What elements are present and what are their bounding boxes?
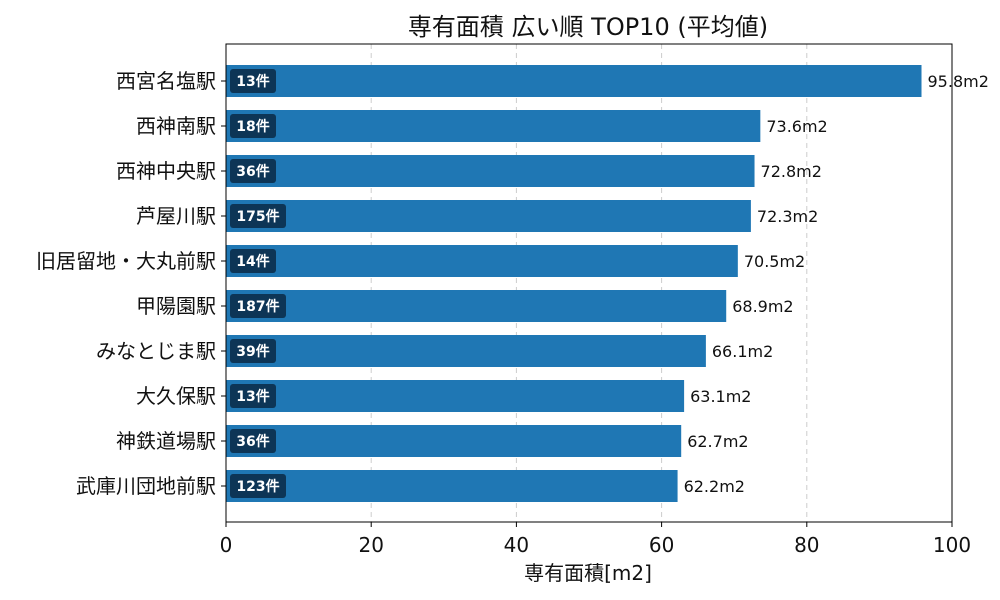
bar [226,200,751,232]
count-label: 14件 [236,253,269,270]
count-label: 36件 [236,163,269,180]
value-label: 66.1m2 [712,342,773,361]
count-badge [230,294,286,318]
count-label: 13件 [236,73,269,90]
chart-title: 専有面積 広い順 TOP10 (平均値) [408,13,768,41]
category-label: 旧居留地・大丸前駅 [36,249,216,273]
category-label: 西宮名塩駅 [116,69,216,93]
count-label: 123件 [236,478,279,495]
count-badge [230,204,286,228]
value-label: 63.1m2 [690,387,751,406]
x-tick-label: 40 [504,533,529,557]
count-badge [230,429,276,453]
x-axis-label: 専有面積[m2] [524,561,652,585]
category-label: 神鉄道場駅 [116,429,216,453]
value-label: 95.8m2 [928,72,989,91]
count-label: 39件 [236,343,269,360]
category-label: みなとじま駅 [96,339,216,363]
count-badge [230,159,276,183]
bar [226,245,738,277]
category-label: 甲陽園駅 [136,294,216,318]
count-badge [230,249,276,273]
count-badge [230,114,276,138]
value-label: 72.3m2 [757,207,818,226]
x-tick-label: 20 [358,533,383,557]
bar [226,65,922,97]
bar [226,470,678,502]
count-label: 13件 [236,388,269,405]
bar [226,380,685,412]
x-tick-label: 60 [649,533,674,557]
value-label: 62.7m2 [687,432,748,451]
plot-frame [225,43,953,523]
bar [226,425,682,457]
value-label: 62.2m2 [684,477,745,496]
bar [226,155,755,187]
value-label: 68.9m2 [732,297,793,316]
bar [226,110,761,142]
category-label: 西神中央駅 [116,159,216,183]
category-label: 芦屋川駅 [136,204,216,228]
category-label: 西神南駅 [136,114,216,138]
value-label: 70.5m2 [744,252,805,271]
count-badge [230,339,276,363]
count-label: 36件 [236,433,269,450]
count-badge [230,384,276,408]
bars-layer: 95.8m2 13件 73.6m2 18件 72.8m2 36件 72.3m2 175件 70.… [226,65,989,502]
x-tick-label: 0 [220,533,233,557]
ticks-layer: 0 20 40 60 80 100 西宮名塩駅西神南駅西神中央駅芦屋川駅旧居留地・大丸前駅甲… [36,69,971,557]
x-tick-label: 100 [933,533,971,557]
count-label: 18件 [236,118,269,135]
count-badge [230,69,276,93]
x-tick-label: 80 [794,533,819,557]
value-label: 72.8m2 [761,162,822,181]
category-label: 大久保駅 [136,384,216,408]
bar [226,335,706,367]
count-label: 175件 [236,208,279,225]
count-badge [230,474,286,498]
category-label: 武庫川団地前駅 [76,474,216,498]
value-label: 73.6m2 [766,117,827,136]
bar [226,290,727,322]
count-label: 187件 [236,298,279,315]
